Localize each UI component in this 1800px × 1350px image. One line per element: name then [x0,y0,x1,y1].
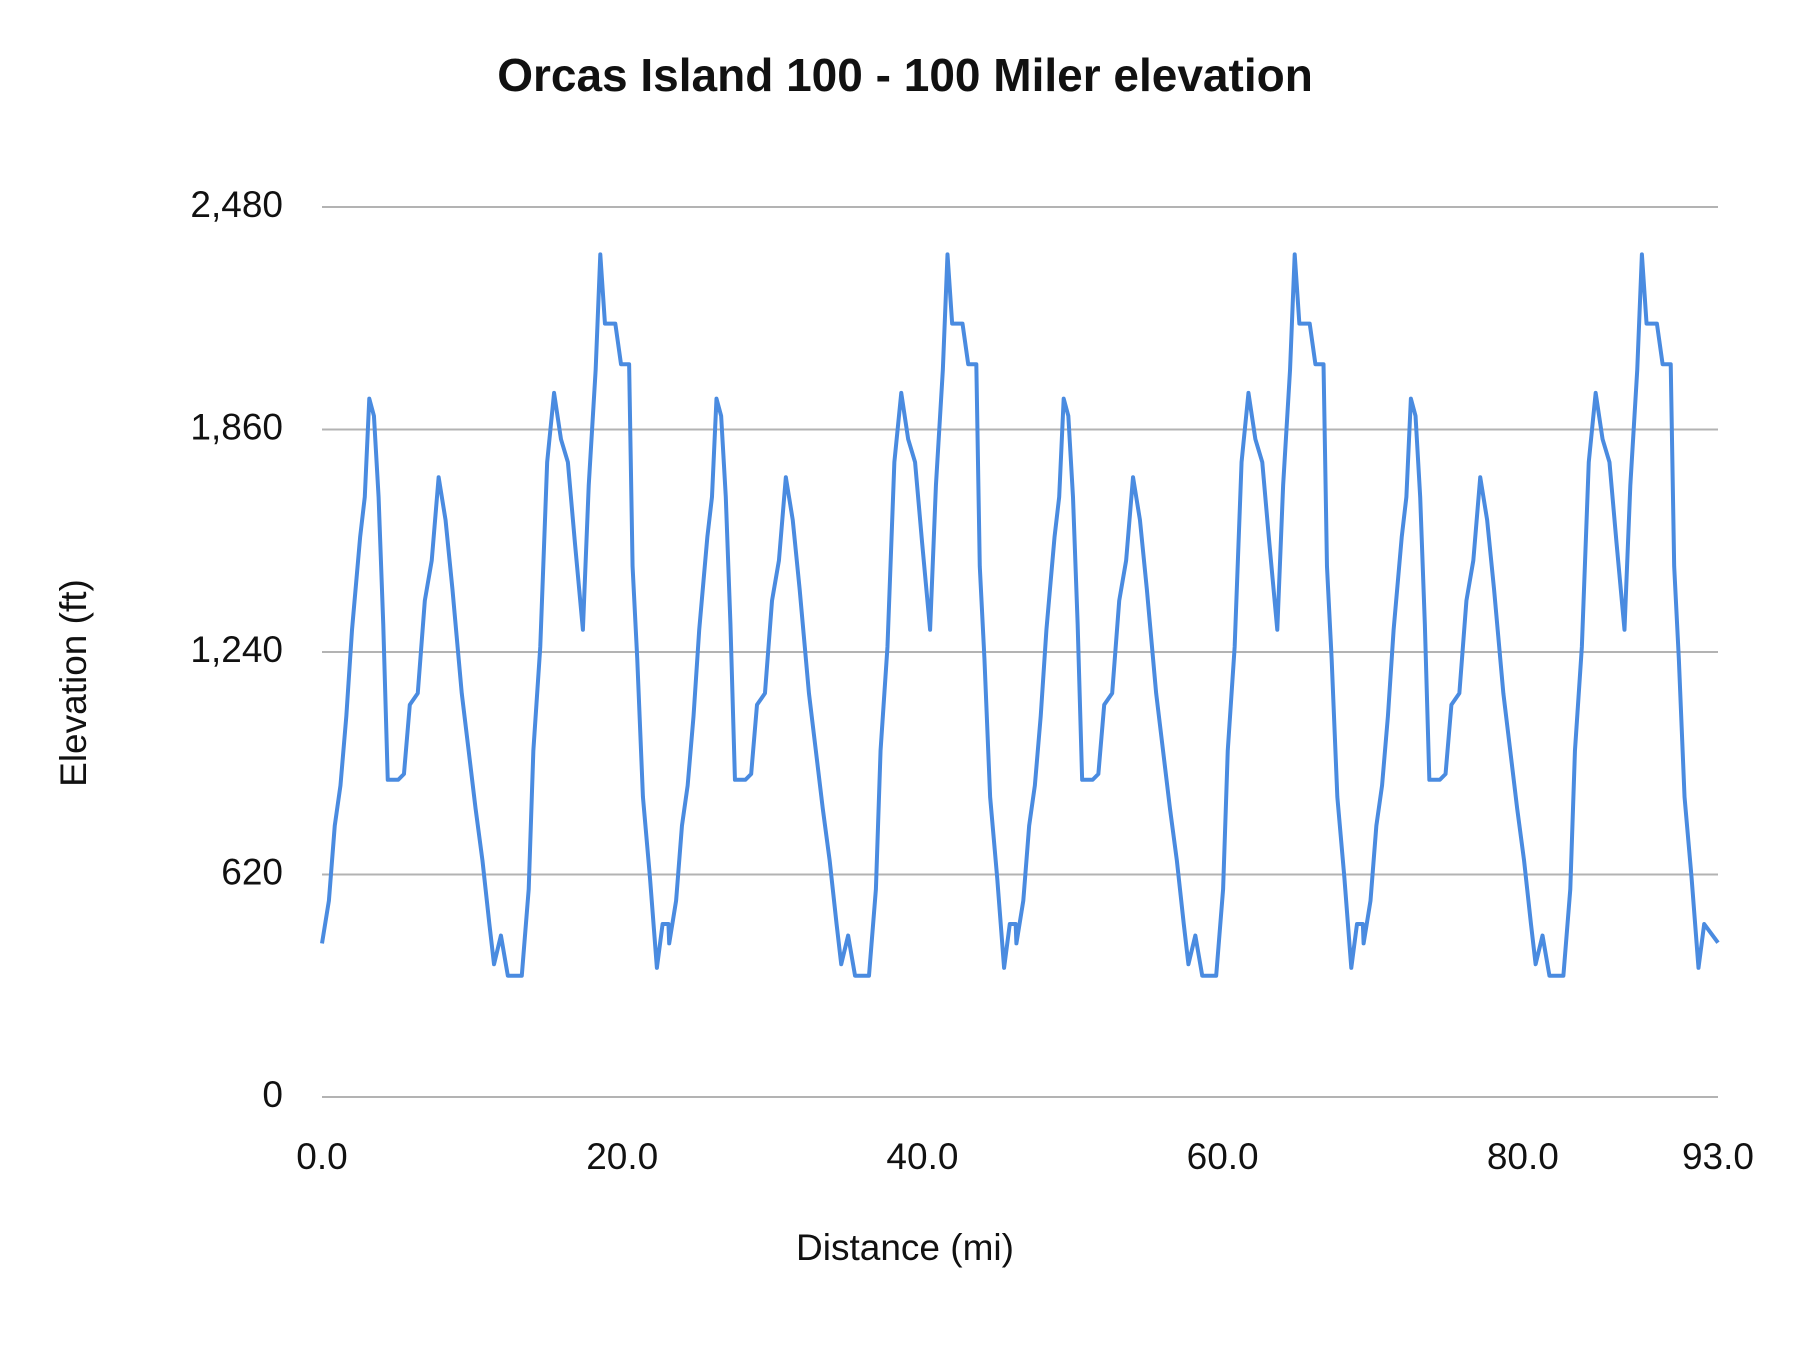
x-axis-title: Distance (mi) [796,1227,1014,1268]
x-tick-label: 0.0 [296,1136,347,1177]
x-tick-label: 40.0 [886,1136,958,1177]
y-tick-label: 2,480 [190,184,283,225]
y-tick-label: 620 [221,851,283,892]
y-tick-label: 0 [262,1074,283,1115]
x-tick-label: 20.0 [586,1136,658,1177]
chart-title: Orcas Island 100 - 100 Miler elevation [497,49,1313,101]
y-tick-label: 1,240 [190,629,283,670]
x-tick-label: 80.0 [1487,1136,1559,1177]
x-tick-label: 60.0 [1187,1136,1259,1177]
y-axis-title: Elevation (ft) [53,579,94,787]
y-tick-label: 1,860 [190,406,283,447]
x-tick-label: 93.0 [1682,1136,1754,1177]
elevation-line [320,252,1720,978]
